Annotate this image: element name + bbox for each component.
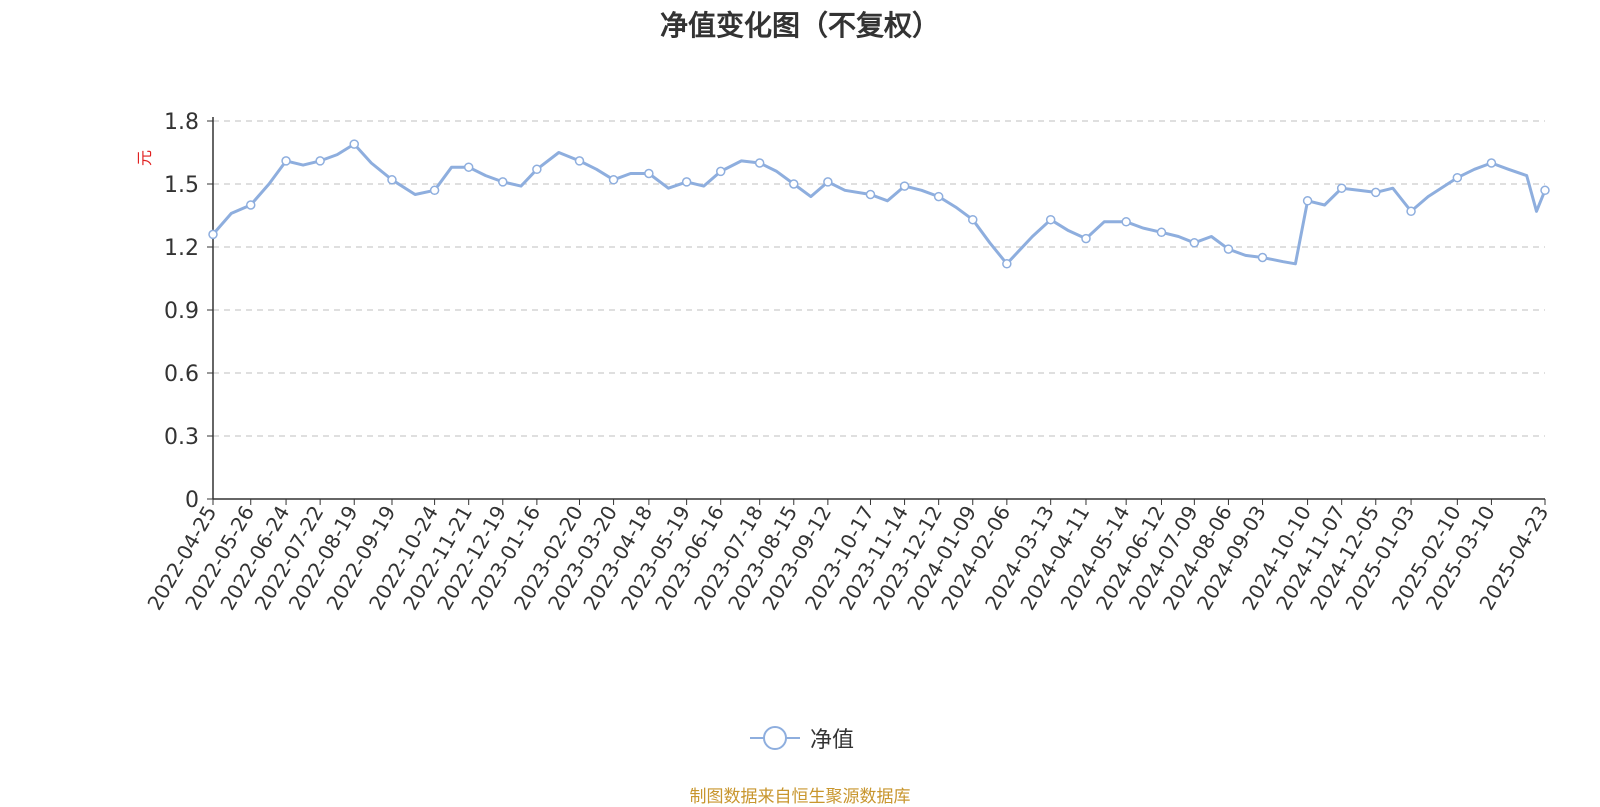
chart-title: 净值变化图（不复权）	[659, 9, 940, 42]
data-point	[644, 168, 654, 179]
data-point	[245, 200, 256, 210]
data-point	[681, 177, 692, 187]
data-point	[1452, 172, 1463, 183]
y-tick-label: 1.5	[164, 173, 199, 198]
series-line-net-value	[211, 142, 1547, 266]
data-point	[1257, 252, 1268, 263]
y-tick-label: 0.3	[164, 425, 199, 450]
data-point	[1121, 217, 1131, 227]
data-point	[532, 164, 542, 175]
data-point	[823, 177, 833, 187]
legend-label: 净值	[810, 728, 855, 753]
data-point	[1336, 183, 1347, 193]
data-point	[315, 156, 325, 166]
gridlines	[213, 120, 1545, 437]
y-tick-label: 0.9	[164, 299, 199, 324]
data-point	[1002, 259, 1012, 269]
data-point	[1540, 185, 1550, 196]
y-tick-label: 0.6	[164, 362, 199, 387]
y-tick-label: 0	[185, 488, 199, 513]
data-source-note: 制图数据来自恒生聚源数据库	[689, 787, 911, 807]
legend-line-icon	[750, 726, 800, 750]
data-point	[933, 191, 944, 202]
data-point	[715, 166, 726, 177]
data-point	[1156, 227, 1167, 238]
data-point	[1302, 196, 1313, 206]
data-point	[968, 214, 978, 225]
data-point	[281, 156, 291, 166]
data-point	[429, 185, 440, 196]
data-point	[498, 177, 508, 187]
y-tick-label: 1.2	[164, 236, 199, 261]
data-point	[754, 158, 765, 168]
data-point	[1406, 206, 1416, 217]
data-point	[1081, 233, 1091, 244]
data-point	[208, 229, 218, 240]
data-point	[608, 175, 619, 185]
data-point	[349, 139, 359, 149]
data-point	[1223, 244, 1234, 254]
series-layer	[208, 139, 1550, 269]
y-tick-label: 1.8	[164, 110, 199, 135]
data-point	[899, 181, 910, 191]
data-point	[387, 175, 397, 185]
data-point	[1371, 187, 1381, 198]
data-point	[865, 189, 876, 200]
data-point	[463, 162, 474, 172]
y-axis-label: 元	[135, 150, 154, 166]
data-point	[789, 179, 799, 189]
data-point	[1486, 158, 1497, 168]
legend[interactable]: 净值	[750, 722, 854, 754]
data-point	[1045, 214, 1056, 225]
data-point	[1189, 238, 1200, 248]
data-point	[574, 156, 585, 166]
